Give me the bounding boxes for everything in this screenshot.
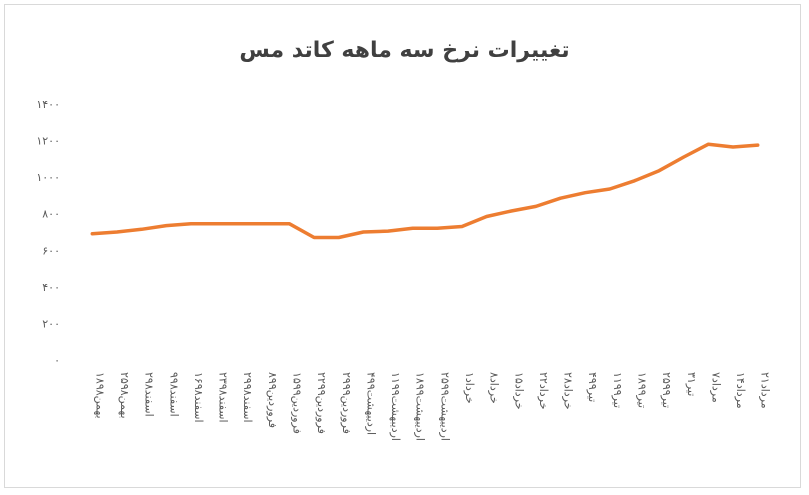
x-tick-label: ۴اردیبهشت۹۹ <box>364 372 377 435</box>
x-tick-label: ۲۸خرداد <box>562 372 575 410</box>
x-tick-label: ۲۲فروردین۹۹ <box>315 372 328 434</box>
x-tick-label: ۴تیر۹۹ <box>586 372 599 402</box>
x-tick-label: ۲۲خرداد <box>537 372 550 410</box>
x-tick-label: ۱۶اسفند۹۸ <box>192 372 205 423</box>
y-tick-label: ۲۰۰ <box>42 317 60 330</box>
x-tick-label: ۷مرداد <box>709 372 722 403</box>
x-tick-label: ۲۵تیر۹۹ <box>660 372 673 408</box>
x-tick-label: ۳۱تیر <box>685 372 698 396</box>
x-tick-label: ۱خرداد <box>463 372 476 404</box>
x-tick-label: ۲۹اسفند۹۸ <box>241 372 254 423</box>
chart-frame <box>4 4 801 488</box>
y-tick-label: ۱۲۰۰ <box>36 135 60 148</box>
x-tick-label: ۸فروردین۹۹ <box>266 372 279 428</box>
x-tick-label: ۱۵خرداد <box>512 372 525 410</box>
x-tick-label: ۱۱تیر۹۹ <box>611 372 624 408</box>
x-tick-label: ۲۱مرداد <box>759 372 772 409</box>
x-tick-label: ۲۵بهمن۹۸ <box>118 372 131 419</box>
y-tick-label: ۱۴۰۰ <box>36 98 60 111</box>
x-tick-label: ۲۹فروردین۹۹ <box>340 372 353 434</box>
y-tick-label: ۸۰۰ <box>42 208 60 221</box>
x-tick-label: ۱۴مرداد <box>734 372 747 409</box>
series-line <box>90 142 760 240</box>
x-tick-label: ۲۳اسفند۹۸ <box>217 372 230 423</box>
x-tick-label: ۱۱اردیبهشت۹۹ <box>389 372 402 441</box>
x-tick-label: ۲اسفند۹۸ <box>143 372 156 417</box>
y-tick-label: ۶۰۰ <box>42 244 60 257</box>
x-tick-label: ۸خرداد <box>488 372 501 404</box>
x-tick-label: ۲۵اردیبهشت۹۹ <box>438 372 451 441</box>
x-tick-label: ۱۸بهمن۹۸ <box>93 372 106 419</box>
y-tick-label: ۰ <box>54 354 60 367</box>
y-tick-label: ۴۰۰ <box>42 281 60 294</box>
x-tick-label: ۹اسفند۹۸ <box>167 372 180 417</box>
y-tick-label: ۱۰۰۰ <box>36 171 60 184</box>
x-tick-label: ۱۸اردیبهشت۹۹ <box>414 372 427 441</box>
chart-title: تغییرات نرخ سه ماهه کاتد مس <box>239 38 570 63</box>
x-tick-label: ۱۸تیر۹۹ <box>635 372 648 408</box>
x-tick-label: ۱۵فروردین۹۹ <box>290 372 303 434</box>
